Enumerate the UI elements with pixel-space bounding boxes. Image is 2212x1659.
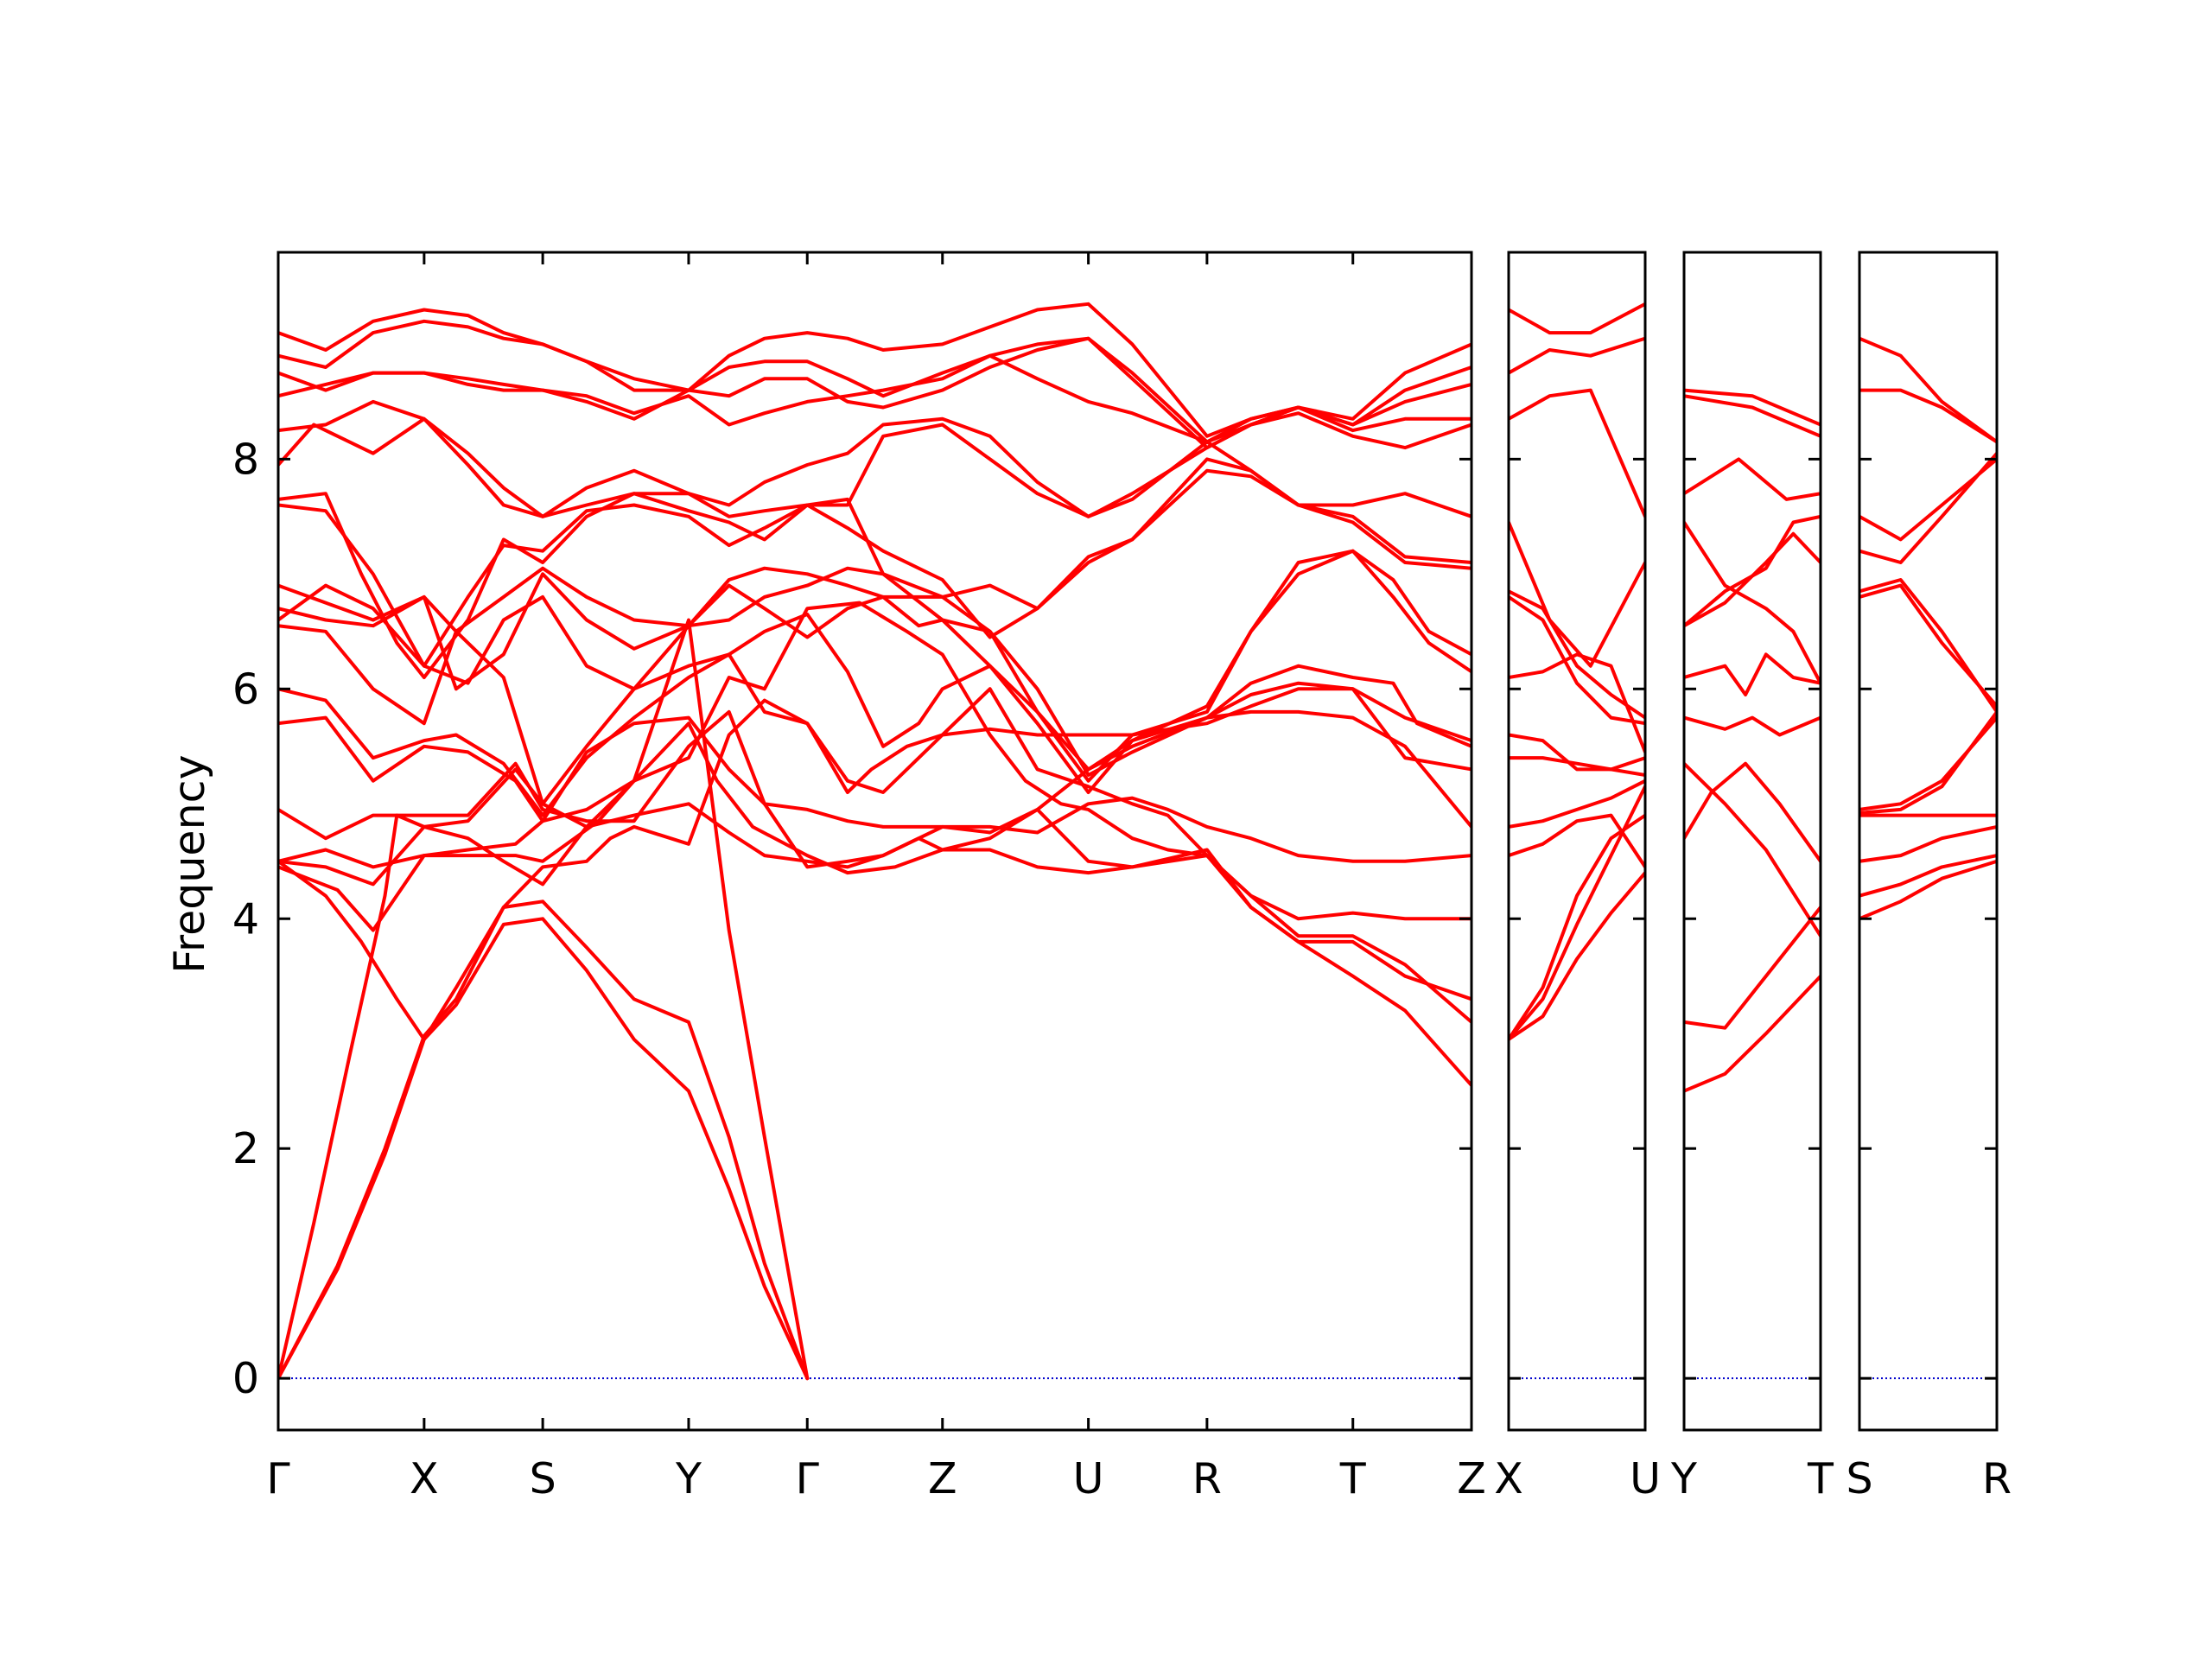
phonon-band	[278, 549, 1471, 783]
phonon-band	[1509, 779, 1645, 829]
y-tick-label: 2	[232, 1124, 259, 1173]
phonon-band	[278, 583, 1471, 777]
x-tick-label: Y	[1670, 1454, 1698, 1503]
y-tick-label: 8	[232, 435, 259, 484]
phonon-band	[1684, 514, 1821, 628]
phonon-band	[278, 709, 1471, 869]
x-tick-label: T	[1807, 1454, 1834, 1503]
phonon-band	[1684, 715, 1821, 737]
phonon-band	[1509, 520, 1645, 668]
phonon-band	[1859, 854, 1997, 898]
panel-frame	[276, 251, 1473, 1432]
band-group	[1684, 388, 1821, 1093]
phonon-band	[1684, 761, 1821, 938]
phonon-band	[1684, 388, 1821, 427]
phonon-band	[278, 721, 1471, 1001]
phonon-band	[1859, 457, 1997, 542]
x-tick-label: Z	[1457, 1454, 1486, 1503]
panel-frame	[1507, 251, 1647, 1432]
phonon-band	[278, 302, 1471, 438]
phonon-band	[1684, 761, 1821, 863]
x-tick-label: Γ	[266, 1454, 290, 1503]
phonon-band	[1859, 451, 1997, 564]
phonon-band	[1859, 578, 1997, 714]
x-tick-label: S	[1846, 1454, 1872, 1503]
phonon-band	[1509, 756, 1645, 777]
band-group	[278, 302, 1471, 1381]
x-tick-label: S	[530, 1454, 556, 1503]
phonon-band	[1509, 871, 1645, 1041]
panel-frame	[1682, 251, 1822, 1432]
phonon-band	[1859, 336, 1997, 444]
phonon-band	[1684, 652, 1821, 696]
phonon-band	[1859, 388, 1997, 444]
phonon-band	[1509, 302, 1645, 335]
phonon-band	[1684, 394, 1821, 438]
x-tick-label: R	[1192, 1454, 1222, 1503]
y-tick-label: 6	[232, 664, 259, 714]
phonon-band	[1509, 589, 1645, 720]
phonon-band	[1684, 531, 1821, 628]
y-tick-label: 0	[232, 1354, 259, 1403]
phonon-band	[1859, 583, 1997, 709]
phonon-band	[278, 618, 810, 1381]
x-tick-label: X	[1494, 1454, 1523, 1503]
phonon-band	[1509, 652, 1645, 754]
phonon-band	[1859, 859, 1997, 921]
phonon-band	[278, 687, 1471, 1088]
y-tick-label: 4	[232, 894, 259, 944]
phonon-band	[278, 767, 1471, 921]
phonon-band	[278, 709, 1471, 835]
x-tick-label: Y	[675, 1454, 702, 1503]
phonon-band	[1859, 824, 1997, 863]
band-group	[1859, 336, 1997, 921]
band-group	[1509, 302, 1645, 1041]
phonon-band	[1509, 733, 1645, 772]
x-tick-label: Γ	[796, 1454, 820, 1503]
phonon-band	[1684, 906, 1821, 1030]
x-tick-label: R	[1982, 1454, 2012, 1503]
phonon-band	[278, 917, 810, 1381]
x-tick-label: U	[1630, 1454, 1661, 1503]
phonon-band	[1509, 813, 1645, 869]
phonon-band	[1684, 974, 1821, 1093]
x-tick-label: T	[1339, 1454, 1367, 1503]
phonon-band	[1509, 388, 1645, 518]
y-axis-title: Frequency	[165, 754, 214, 973]
phonon-band	[278, 416, 1471, 542]
phonon-band	[278, 549, 1471, 794]
phonon-band	[278, 353, 1471, 444]
phonon-band	[1684, 457, 1821, 501]
phonon-band	[278, 612, 1471, 806]
phonon-band	[278, 601, 1471, 1024]
phonon-band	[278, 319, 1471, 444]
phonon-band	[278, 652, 1471, 817]
panel-frame	[1858, 251, 1999, 1432]
phonon-band	[1509, 594, 1645, 726]
x-tick-label: U	[1073, 1454, 1104, 1503]
phonon-band	[1859, 709, 1997, 815]
x-tick-label: Z	[928, 1454, 957, 1503]
phonon-band	[1509, 336, 1645, 375]
phonon-band	[278, 899, 810, 1381]
x-tick-label: X	[410, 1454, 439, 1503]
phonon-band	[1684, 520, 1821, 685]
phonon-band	[278, 457, 1471, 668]
